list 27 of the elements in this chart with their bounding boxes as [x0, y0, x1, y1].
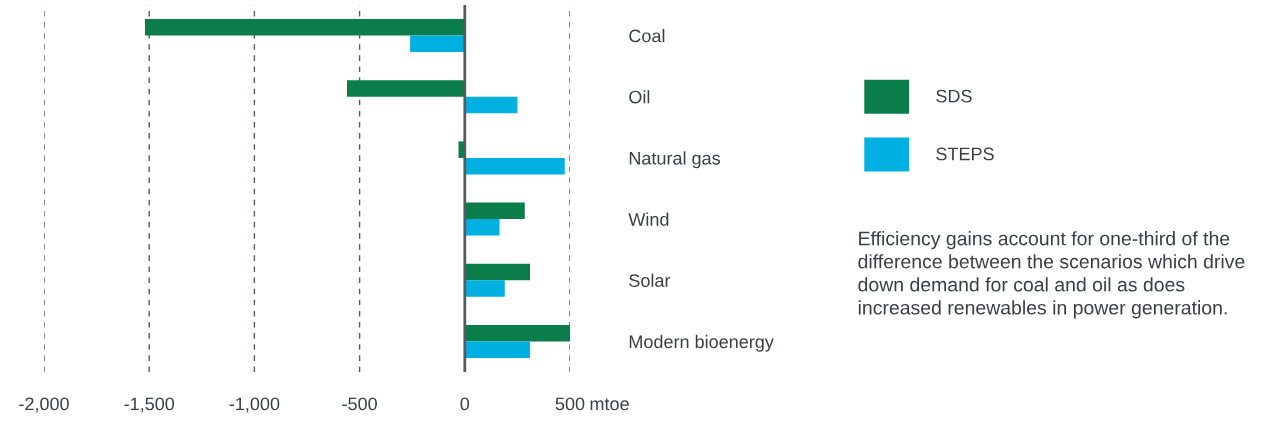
bar	[346, 80, 465, 97]
y-tick-label: Solar	[629, 273, 671, 287]
legend-label: STEPS	[936, 147, 994, 161]
y-tick-label: Coal	[629, 29, 665, 43]
y-tick-label: Natural gas	[629, 151, 721, 169]
bar	[464, 96, 518, 114]
bar	[410, 35, 465, 53]
x-axis-title: mtoe	[590, 398, 629, 411]
bar	[144, 19, 465, 36]
bar	[464, 202, 525, 220]
y-tick-label: Modern bioenergy	[629, 334, 774, 352]
x-tick-label: 500	[555, 397, 585, 411]
y-tick-label: Wind	[628, 212, 669, 226]
x-tick-label: -2,000	[19, 397, 69, 413]
bar	[464, 219, 500, 236]
bar	[464, 341, 531, 358]
bar	[464, 263, 531, 281]
legend-label: SDS	[936, 89, 972, 103]
x-tick-label: 0	[460, 397, 470, 411]
text: Efficiency gains account for one-third of the difference between the scenarios which drive down demand for coal and oil as does increased renewables in power generation.	[858, 231, 1245, 319]
x-tick-label: -1,000	[229, 397, 280, 413]
bar	[464, 280, 505, 297]
bar	[464, 324, 570, 342]
y-tick-label: Oil	[629, 90, 650, 104]
x-tick-label: -1,500	[124, 397, 175, 413]
x-tick-label: -500	[342, 397, 377, 411]
bar	[464, 157, 565, 175]
